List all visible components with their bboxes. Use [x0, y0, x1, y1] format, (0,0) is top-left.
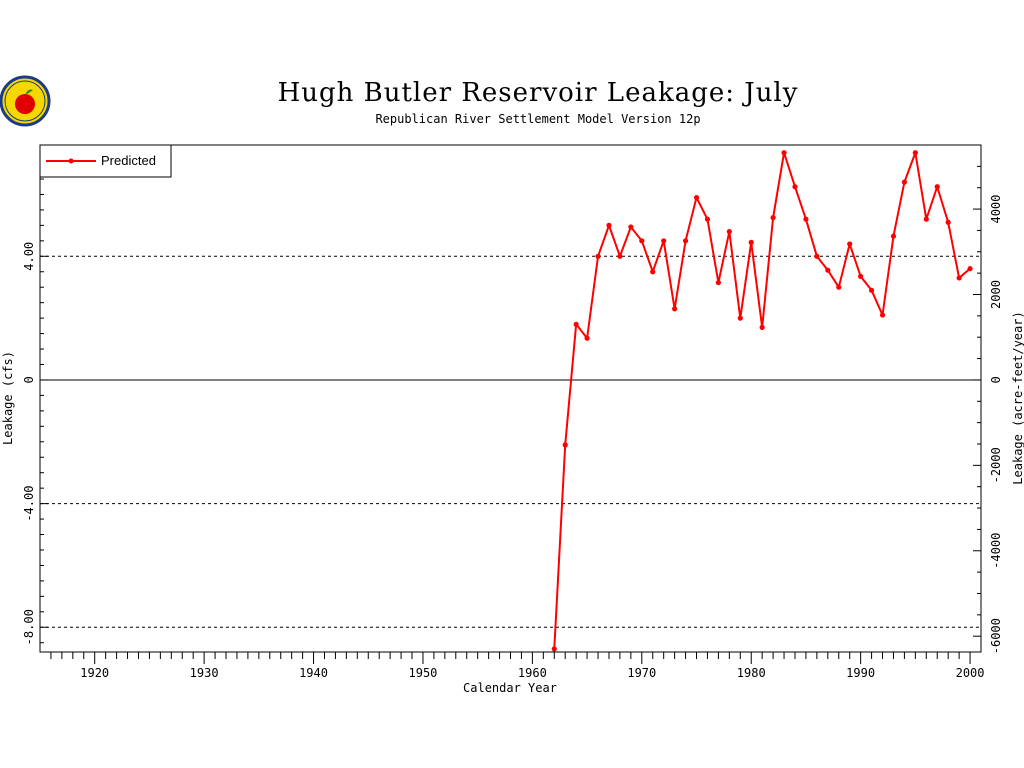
data-point [628, 224, 634, 230]
data-point [584, 335, 590, 341]
grid [40, 255, 981, 628]
legend-label-predicted: Predicted [101, 153, 156, 168]
x-tick-label: 1960 [518, 666, 547, 680]
data-point [562, 442, 568, 448]
x-tick-label: 1980 [737, 666, 766, 680]
y2-tick-label: 2000 [989, 280, 1003, 309]
legend: Predicted [39, 144, 172, 178]
chart-subtitle: Republican River Settlement Model Versio… [375, 112, 700, 126]
series-predicted [551, 150, 973, 652]
x-tick-label: 1920 [80, 666, 109, 680]
data-point [923, 216, 929, 222]
y2-axis-label: Leakage (acre-feet/year) [1011, 311, 1024, 484]
data-point [595, 253, 601, 259]
axis-ticks: -8.00 -4.00 0 4.00 -6000 -4000 -2000 0 2000 4000 1… [22, 147, 1003, 680]
series-line-predicted [553, 151, 971, 649]
data-point [781, 150, 787, 156]
y2-tick-label: -2000 [989, 447, 1003, 483]
data-point [814, 253, 820, 259]
y-tick-label: 4.00 [22, 242, 36, 271]
y-tick-label: 0 [22, 376, 36, 383]
data-point [704, 216, 711, 222]
data-point [606, 222, 612, 228]
plot-frame [39, 144, 982, 653]
data-point [945, 219, 951, 225]
data-point [639, 238, 645, 244]
data-point [890, 233, 897, 239]
data-point [650, 269, 656, 275]
x-tick-label: 1930 [190, 666, 219, 680]
x-tick-label: 1970 [627, 666, 656, 680]
data-point [748, 239, 754, 245]
chart-title: Hugh Butler Reservoir Leakage: July [278, 78, 799, 108]
x-tick-label: 2000 [956, 666, 985, 680]
data-point [792, 184, 798, 190]
data-point [693, 194, 700, 201]
data-point [967, 266, 973, 272]
data-point [803, 216, 809, 222]
data-point [715, 279, 721, 286]
data-point [551, 646, 557, 652]
x-tick-label: 1940 [299, 666, 328, 680]
data-point [868, 287, 875, 293]
y-tick-label: -8.00 [22, 609, 36, 645]
data-point [934, 184, 940, 190]
y2-tick-label: 0 [989, 376, 1003, 383]
data-point [682, 238, 689, 244]
data-point [901, 179, 908, 185]
data-point [770, 215, 776, 221]
data-point [847, 241, 853, 247]
x-axis-label: Calendar Year [463, 681, 557, 695]
y-axis-label: Leakage (cfs) [1, 351, 15, 445]
x-tick-label: 1990 [846, 666, 875, 680]
logo-icon [0, 75, 51, 127]
data-point [825, 267, 831, 273]
y2-tick-label: -6000 [989, 618, 1003, 654]
y-tick-label: -4.00 [22, 486, 36, 522]
data-point [726, 228, 732, 235]
x-tick-label: 1950 [409, 666, 438, 680]
data-point [573, 321, 579, 327]
y2-tick-label: -4000 [989, 533, 1003, 569]
data-point [737, 315, 743, 321]
data-point [912, 150, 918, 156]
data-point [836, 284, 842, 290]
data-point [617, 253, 623, 259]
data-point [956, 275, 962, 281]
data-point [879, 312, 886, 318]
data-point [661, 238, 667, 244]
data-point [759, 324, 765, 330]
data-point [858, 273, 864, 279]
y2-tick-label: 4000 [989, 195, 1003, 224]
legend-marker [68, 158, 74, 164]
data-point [672, 306, 678, 312]
